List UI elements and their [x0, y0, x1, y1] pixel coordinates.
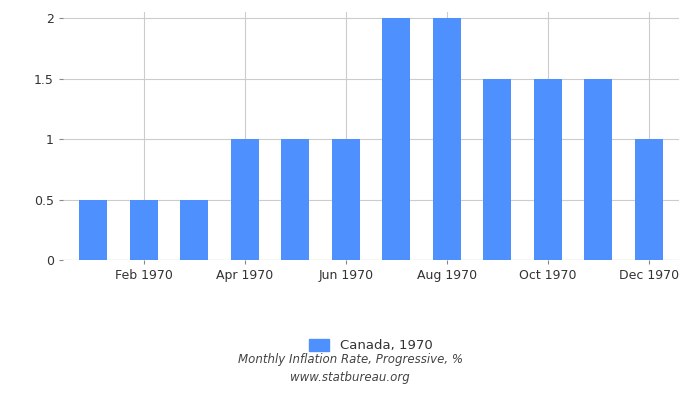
- Text: www.statbureau.org: www.statbureau.org: [290, 372, 410, 384]
- Bar: [635, 139, 663, 260]
- Bar: [483, 78, 511, 260]
- Bar: [79, 200, 107, 260]
- Text: Monthly Inflation Rate, Progressive, %: Monthly Inflation Rate, Progressive, %: [237, 354, 463, 366]
- Bar: [584, 78, 612, 260]
- Bar: [332, 139, 360, 260]
- Bar: [231, 139, 259, 260]
- Bar: [433, 18, 461, 260]
- Bar: [534, 78, 561, 260]
- Bar: [181, 200, 208, 260]
- Bar: [130, 200, 158, 260]
- Legend: Canada, 1970: Canada, 1970: [304, 334, 438, 358]
- Bar: [382, 18, 410, 260]
- Bar: [281, 139, 309, 260]
